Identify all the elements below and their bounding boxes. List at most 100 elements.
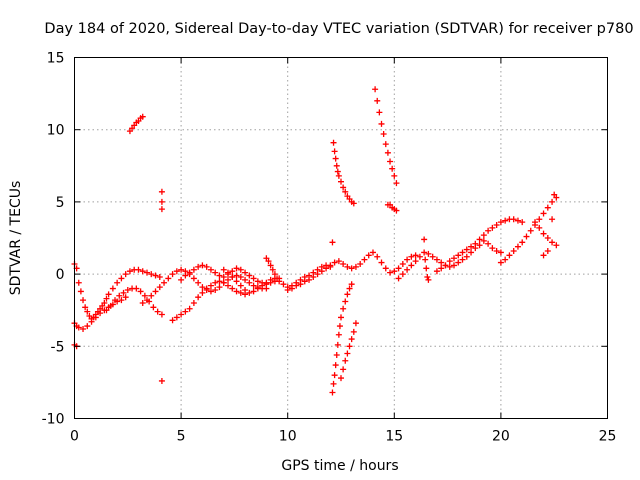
- data-point: [178, 276, 185, 283]
- data-point: [346, 343, 353, 350]
- data-point: [331, 148, 338, 155]
- data-point: [423, 265, 430, 272]
- data-point: [203, 263, 210, 270]
- data-point: [199, 284, 206, 291]
- series-arc-u: [497, 194, 560, 266]
- series-arc-q: [384, 201, 400, 214]
- data-point: [233, 272, 240, 279]
- data-point: [380, 131, 387, 138]
- axis-ticks: 0 5 10 15 20 25 -10 -5 0 5 10 15: [42, 51, 617, 445]
- series-arc-w: [540, 191, 558, 259]
- data-point: [173, 268, 180, 275]
- data-point: [335, 172, 342, 179]
- data-point: [122, 294, 129, 301]
- data-point: [267, 262, 274, 269]
- data-point: [463, 246, 470, 253]
- data-point: [506, 252, 513, 259]
- data-point: [242, 276, 249, 283]
- data-point: [267, 276, 274, 283]
- data-point: [148, 292, 155, 299]
- data-point: [374, 97, 381, 104]
- data-point: [141, 292, 148, 299]
- data-point: [186, 269, 193, 276]
- data-point: [369, 249, 376, 256]
- data-point: [178, 266, 185, 273]
- data-point: [116, 292, 123, 299]
- data-point: [284, 286, 291, 293]
- data-point: [242, 269, 249, 276]
- data-point: [297, 281, 304, 288]
- data-point: [259, 282, 266, 289]
- data-point: [75, 279, 82, 286]
- data-point: [229, 285, 236, 292]
- data-point: [549, 216, 556, 223]
- data-point: [229, 268, 236, 275]
- data-point: [335, 331, 342, 338]
- data-point: [497, 259, 504, 266]
- data-point: [212, 279, 219, 286]
- data-point: [150, 304, 157, 311]
- data-point: [237, 266, 244, 273]
- data-point: [412, 258, 419, 265]
- data-point: [120, 289, 127, 296]
- data-point: [455, 252, 462, 259]
- y-tick-label: 5: [56, 195, 65, 211]
- data-point: [135, 266, 142, 273]
- data-point: [250, 282, 257, 289]
- data-point: [416, 253, 423, 260]
- data-point: [212, 286, 219, 293]
- data-point: [442, 262, 449, 269]
- data-point: [450, 255, 457, 262]
- data-points: [71, 86, 560, 396]
- data-point: [332, 362, 339, 369]
- data-point: [480, 232, 487, 239]
- data-point: [387, 269, 394, 276]
- data-point: [459, 256, 466, 263]
- data-point: [350, 200, 357, 207]
- data-point: [190, 299, 197, 306]
- series-arc-r: [395, 237, 504, 282]
- data-point: [425, 250, 432, 257]
- data-point: [340, 366, 347, 373]
- data-point: [216, 272, 223, 279]
- data-point: [536, 216, 543, 223]
- data-point: [154, 308, 161, 315]
- data-point: [497, 249, 504, 256]
- data-point: [425, 276, 432, 283]
- data-point: [233, 288, 240, 295]
- data-point: [250, 275, 257, 282]
- data-point: [551, 191, 558, 198]
- data-point: [195, 279, 202, 286]
- data-point: [333, 162, 340, 169]
- data-point: [271, 271, 278, 278]
- series-arc-o: [338, 320, 359, 382]
- data-point: [263, 279, 270, 286]
- series-arc-f: [158, 188, 165, 384]
- data-point: [225, 269, 232, 276]
- data-point: [502, 256, 509, 263]
- series-arc-d: [103, 285, 165, 318]
- data-point: [186, 305, 193, 312]
- y-tick-label: 15: [47, 51, 65, 67]
- data-point: [544, 204, 551, 211]
- data-point: [378, 120, 385, 127]
- data-point: [212, 269, 219, 276]
- series-arc-s: [421, 236, 432, 283]
- data-point: [156, 284, 163, 291]
- data-point: [519, 239, 526, 246]
- data-point: [334, 168, 341, 175]
- x-tick-label: 15: [385, 429, 403, 445]
- data-point: [480, 237, 487, 244]
- data-point: [133, 285, 140, 292]
- data-point: [519, 219, 526, 226]
- data-point: [335, 258, 342, 265]
- data-point: [118, 297, 125, 304]
- data-point: [216, 284, 223, 291]
- data-point: [338, 375, 344, 382]
- data-point: [344, 291, 351, 298]
- data-point: [246, 272, 253, 279]
- data-point: [365, 252, 372, 259]
- data-point: [178, 311, 185, 318]
- data-point: [389, 165, 396, 172]
- data-point: [126, 268, 133, 275]
